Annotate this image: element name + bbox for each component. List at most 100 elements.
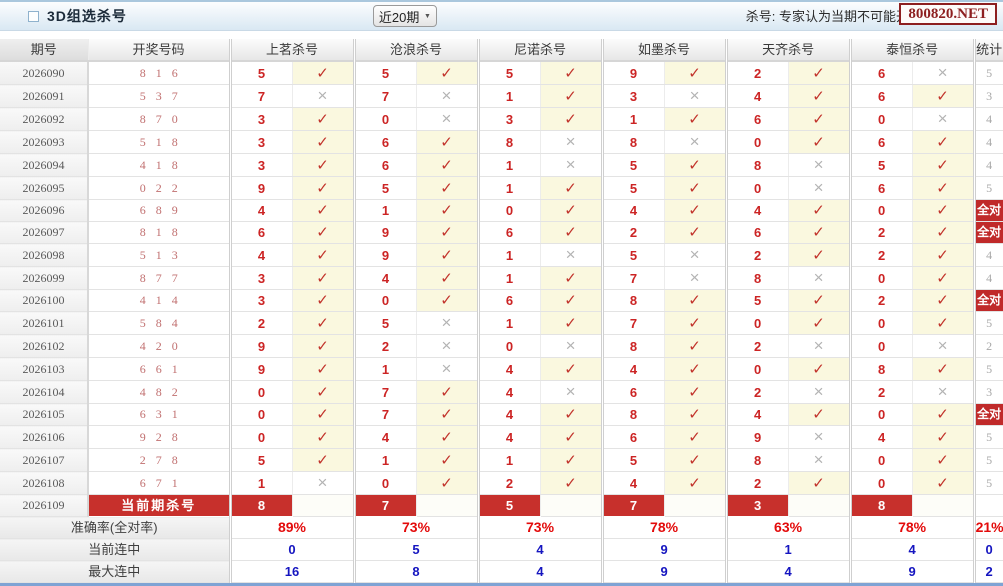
mark-cell: ✓ <box>664 107 727 131</box>
check-icon: ✓ <box>316 292 329 309</box>
kill-number: 5 <box>600 176 665 200</box>
range-select[interactable]: 近20期 ▼ <box>372 5 437 27</box>
kill-number: 1 <box>352 357 417 381</box>
kill-number: 2 <box>724 471 789 495</box>
kill-number: 0 <box>848 266 913 290</box>
summary-value: 78% <box>600 516 727 539</box>
draw-numbers: 278 <box>87 448 231 472</box>
mark-cell: × <box>540 380 603 404</box>
kill-number: 7 <box>600 311 665 335</box>
check-icon: ✓ <box>688 224 701 241</box>
empty-cell <box>788 494 851 517</box>
current-kill-banner: 当前期杀号 <box>87 494 231 517</box>
kill-number: 0 <box>724 311 789 335</box>
kill-number: 2 <box>600 221 665 244</box>
stat-cell: 5 <box>972 61 1003 85</box>
mark-cell: ✓ <box>540 357 603 381</box>
mark-cell: ✓ <box>788 471 851 495</box>
mark-cell: ✓ <box>292 266 355 290</box>
mark-cell: ✓ <box>292 289 355 312</box>
period-cell: 2026100 <box>0 289 89 312</box>
period-cell: 2026090 <box>0 61 89 85</box>
kill-number: 2 <box>848 380 913 404</box>
kill-number: 0 <box>848 107 913 131</box>
kill-number: 4 <box>352 266 417 290</box>
kill-number: 6 <box>476 289 541 312</box>
check-icon: ✓ <box>564 406 577 423</box>
kill-number: 5 <box>352 61 417 85</box>
stat-cell: 5 <box>972 471 1003 495</box>
mark-cell: ✓ <box>292 243 355 267</box>
mark-cell: ✓ <box>788 357 851 381</box>
mark-cell: ✓ <box>912 357 975 381</box>
mark-cell: ✓ <box>664 448 727 472</box>
check-icon: ✓ <box>316 451 329 469</box>
check-icon: ✓ <box>316 110 329 128</box>
check-icon: ✓ <box>440 64 453 82</box>
mark-cell: ✓ <box>788 130 851 154</box>
column-header: 天齐杀号 <box>724 39 851 62</box>
kill-number: 9 <box>228 334 293 358</box>
check-icon: ✓ <box>936 179 949 197</box>
check-icon: ✓ <box>688 64 701 82</box>
check-icon: ✓ <box>316 383 329 401</box>
mark-cell: ✓ <box>664 311 727 335</box>
period-cell: 2026091 <box>0 84 89 108</box>
mark-cell: × <box>788 448 851 472</box>
draw-numbers: 689 <box>87 199 231 222</box>
kill-number: 8 <box>724 153 789 177</box>
check-icon: ✓ <box>936 224 949 241</box>
kill-number: 0 <box>228 425 293 449</box>
current-kill-number: 8 <box>848 494 913 517</box>
mark-cell: ✓ <box>912 176 975 200</box>
mark-cell: ✓ <box>540 311 603 335</box>
check-icon: ✓ <box>564 269 577 287</box>
summary-value: 9 <box>600 560 727 583</box>
mark-cell: × <box>788 425 851 449</box>
column-header: 尼诺杀号 <box>476 39 603 62</box>
check-icon: ✓ <box>688 202 701 219</box>
check-icon: ✓ <box>564 179 577 197</box>
cross-icon: × <box>813 382 824 401</box>
stat-cell: 5 <box>972 448 1003 472</box>
check-icon: ✓ <box>812 87 825 105</box>
table-row: 2026097 818 6 ✓ 9 ✓ 6 ✓ 2 ✓ 6 ✓ 2 ✓ 全对 <box>0 221 1003 244</box>
table-row: 2026106 928 0 ✓ 4 ✓ 4 ✓ 6 ✓ 9 × 4 ✓ 5 <box>0 425 1003 449</box>
draw-numbers: 661 <box>87 357 231 381</box>
mark-cell: ✓ <box>664 425 727 449</box>
all-correct-badge: 全对 <box>972 221 1003 244</box>
mark-cell: ✓ <box>416 61 479 85</box>
cross-icon: × <box>317 86 328 105</box>
kill-number: 9 <box>228 176 293 200</box>
draw-numbers: 870 <box>87 107 231 131</box>
kill-number: 4 <box>352 425 417 449</box>
kill-number: 6 <box>352 153 417 177</box>
mark-cell: ✓ <box>416 266 479 290</box>
kill-number: 0 <box>724 357 789 381</box>
kill-number: 1 <box>476 84 541 108</box>
check-icon: ✓ <box>440 428 453 446</box>
kill-number: 4 <box>228 243 293 267</box>
period-cell: 2026105 <box>0 403 89 426</box>
summary-value: 4 <box>724 560 851 583</box>
mark-cell: × <box>664 130 727 154</box>
period-cell: 2026094 <box>0 153 89 177</box>
draw-numbers: 584 <box>87 311 231 335</box>
kill-number: 6 <box>848 130 913 154</box>
check-icon: ✓ <box>440 156 453 174</box>
check-icon: ✓ <box>688 360 701 378</box>
mark-cell: ✓ <box>416 153 479 177</box>
mark-cell: ✓ <box>416 425 479 449</box>
check-icon: ✓ <box>316 64 329 82</box>
current-kill-number: 7 <box>352 494 417 517</box>
kill-number: 1 <box>476 266 541 290</box>
title-checkbox[interactable] <box>28 10 39 22</box>
cross-icon: × <box>565 132 576 151</box>
check-icon: ✓ <box>564 64 577 82</box>
column-header: 泰恒杀号 <box>848 39 975 62</box>
mark-cell: ✓ <box>416 243 479 267</box>
summary-value: 16 <box>228 560 355 583</box>
kill-number: 5 <box>228 61 293 85</box>
mark-cell: ✓ <box>664 199 727 222</box>
